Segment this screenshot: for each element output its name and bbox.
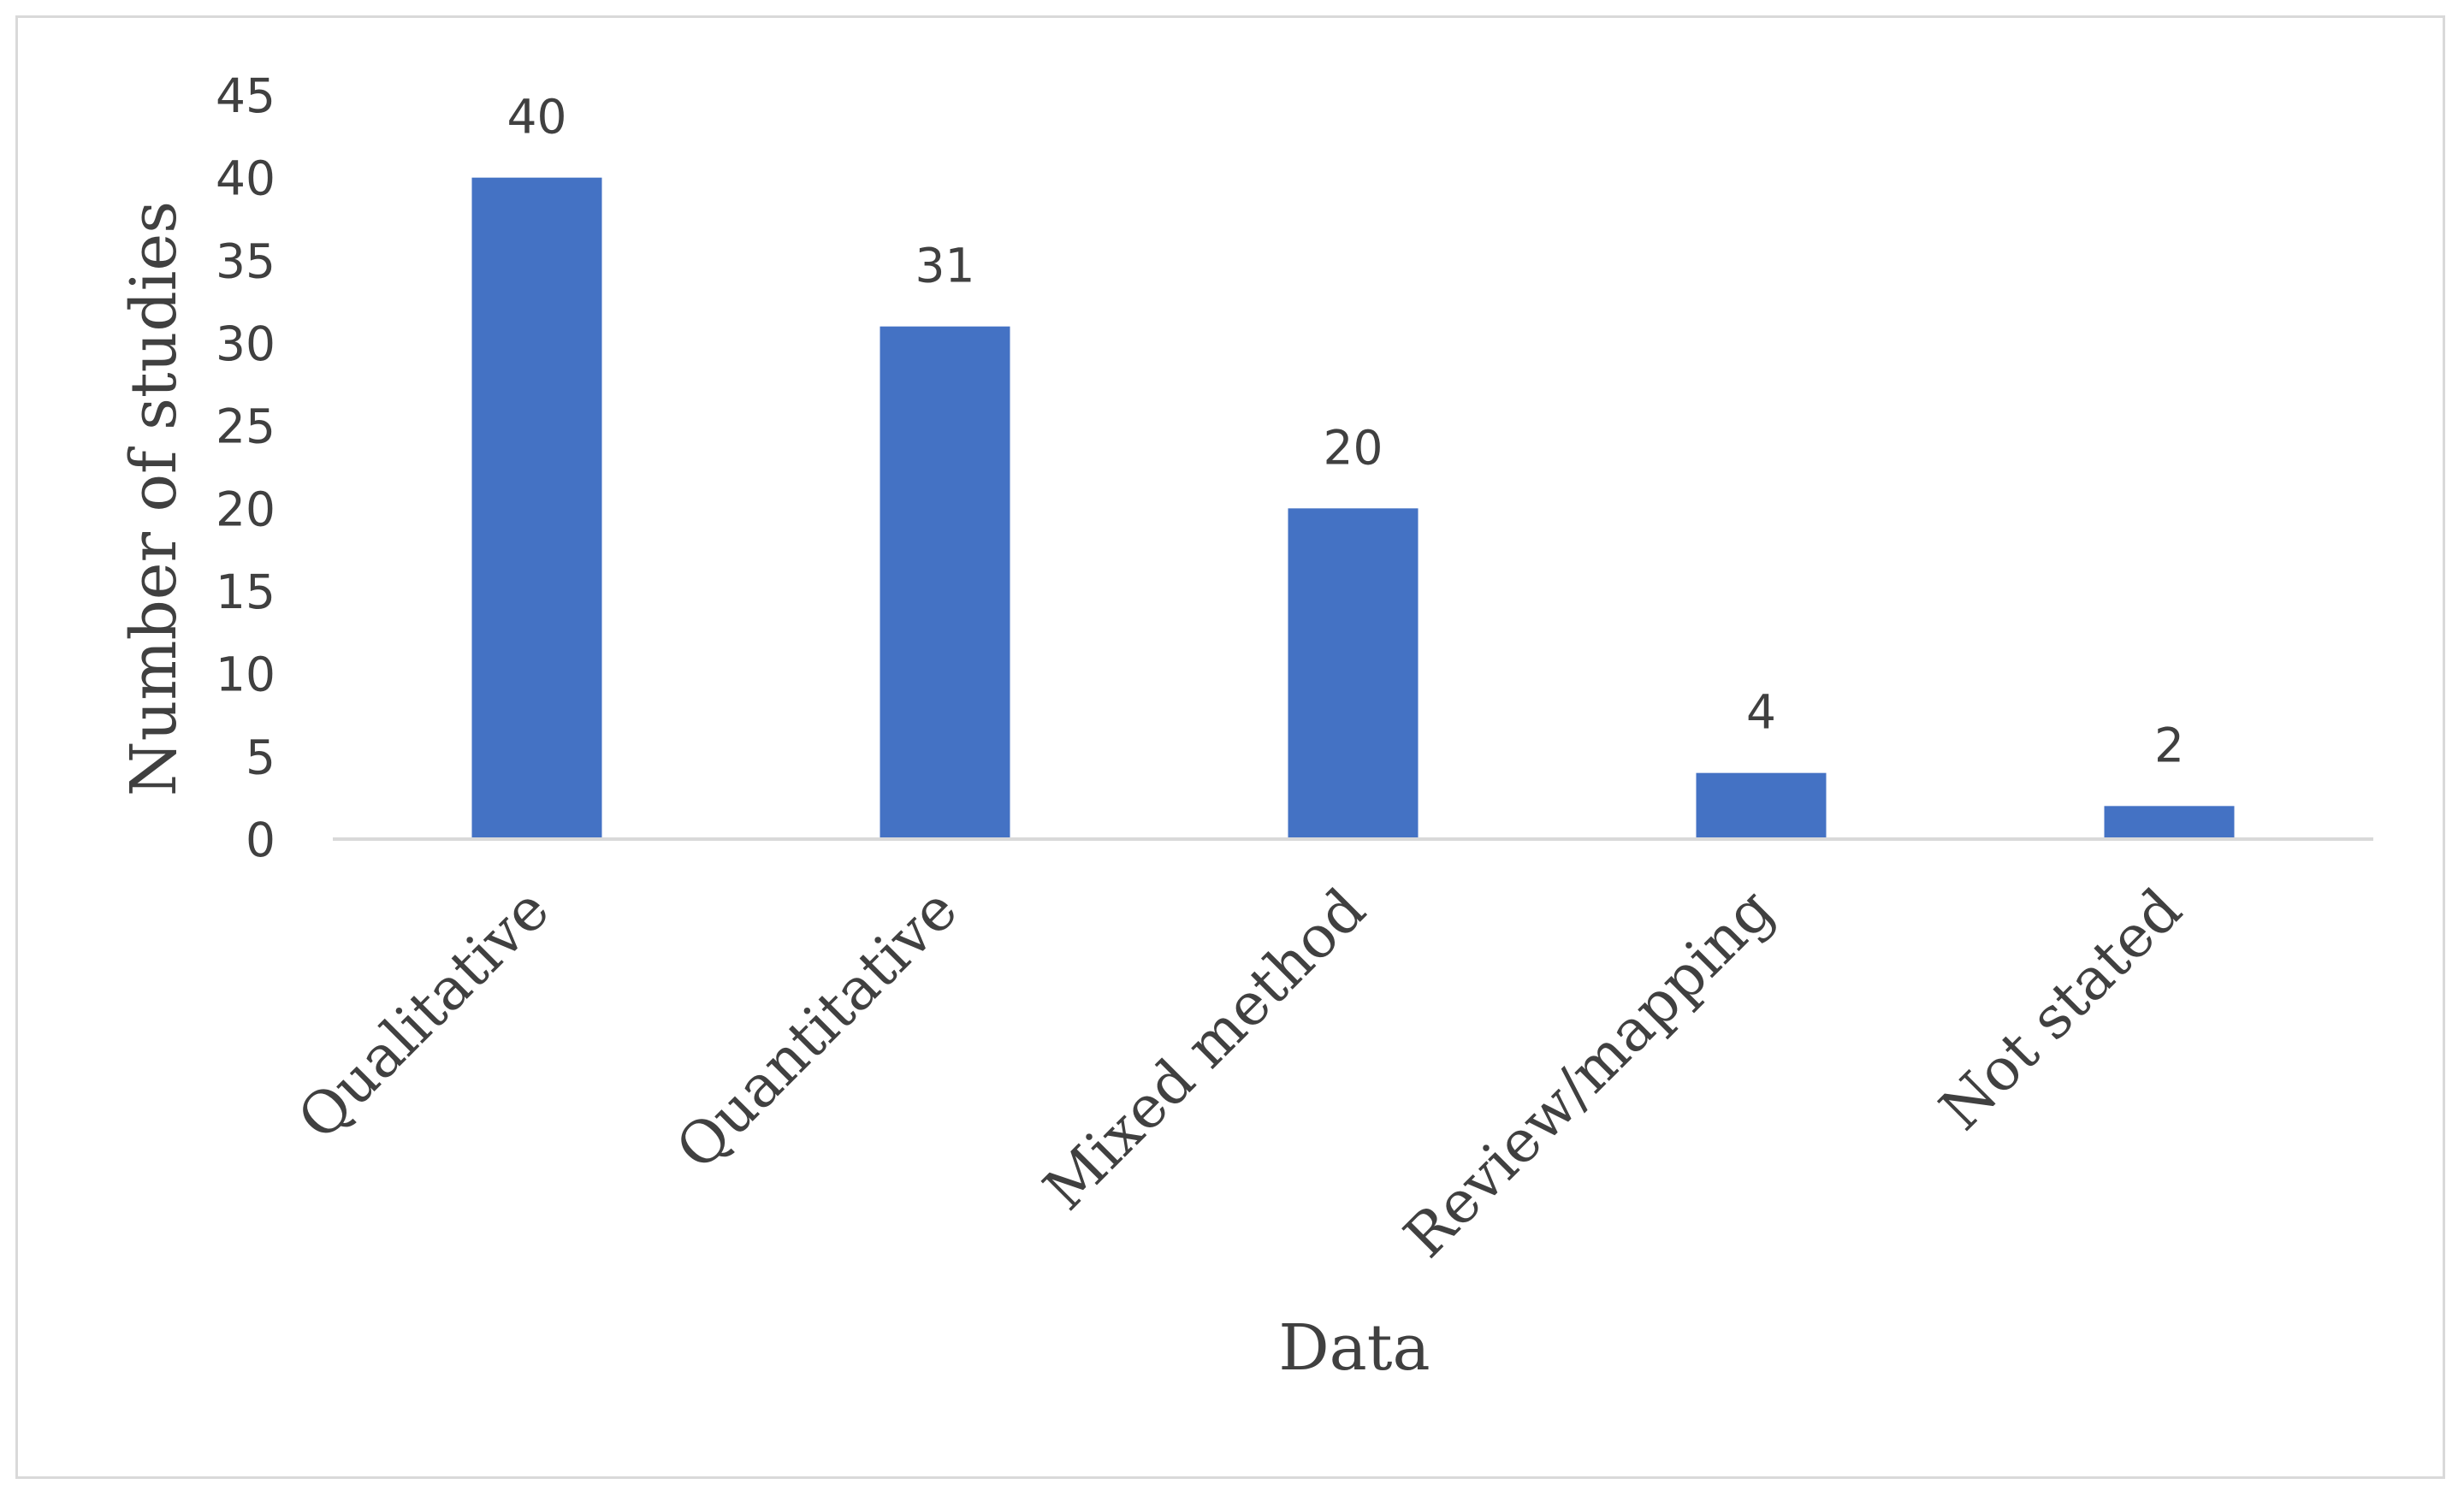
y-tick-label: 40 [216,151,275,206]
data-label: 40 [507,90,567,145]
y-tick-label: 35 [216,234,275,288]
bar [1288,508,1419,839]
y-tick-label: 20 [216,482,275,536]
y-tick-label: 25 [216,399,275,454]
data-labels: 40 31 20 4 2 [507,90,2185,773]
x-axis-title: Data [1278,1311,1430,1385]
y-tick-label: 15 [216,565,275,619]
y-axis-ticks: 0 5 10 15 20 25 30 35 40 45 [216,68,275,867]
category-label: Mixed method [1031,876,1378,1223]
y-tick-label: 0 [246,813,275,867]
bar [1696,772,1827,839]
y-tick-label: 45 [216,68,275,123]
data-label: 2 [2154,718,2184,772]
y-tick-label: 10 [216,647,275,702]
y-tick-label: 30 [216,316,275,371]
bar [2104,806,2235,839]
bar [880,326,1010,840]
y-axis-title: Number of studies [117,201,191,796]
chart-frame [15,15,2445,1479]
y-tick-label: 5 [246,730,275,784]
category-label: Quantitative [664,876,971,1183]
category-labels: Qualitative Quantitative Mixed method Revie… [286,876,2195,1271]
data-label: 31 [915,239,975,293]
data-label: 4 [1746,685,1776,740]
category-label: Not stated [1928,876,2195,1144]
category-label: Qualitative [286,876,563,1153]
bars [471,177,2235,840]
data-label: 20 [1324,420,1383,475]
category-label: Review/mapping [1392,876,1787,1271]
bar [471,177,602,839]
